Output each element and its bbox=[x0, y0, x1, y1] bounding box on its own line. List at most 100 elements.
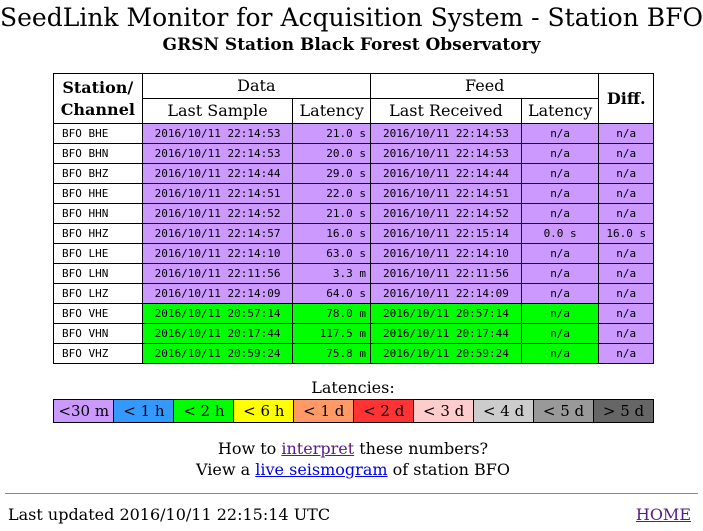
diff-cell: n/a bbox=[598, 323, 654, 344]
feed-latency-cell: n/a bbox=[520, 243, 600, 264]
text: View a bbox=[196, 460, 256, 479]
channel-cell: BFO BHZ bbox=[53, 163, 143, 184]
table-row: BFO HHE 2016/10/11 22:14:51 22.0 s 2016/10/… bbox=[53, 183, 654, 204]
feed-latency-cell: n/a bbox=[520, 323, 600, 344]
diff-cell: n/a bbox=[598, 203, 654, 224]
text: How to bbox=[217, 439, 282, 458]
last-received-cell: 2016/10/11 22:14:53 bbox=[370, 123, 522, 144]
latency-table: Station/Channel Data Feed Diff. Last Sam… bbox=[53, 73, 654, 364]
home-link[interactable]: HOME bbox=[635, 505, 691, 524]
legend-item: < 5 d bbox=[533, 399, 594, 423]
channel-cell: BFO LHZ bbox=[53, 283, 143, 304]
page-title: SeedLink Monitor for Acquisition System … bbox=[0, 3, 703, 32]
diff-cell: n/a bbox=[598, 283, 654, 304]
last-sample-cell: 2016/10/11 20:57:14 bbox=[141, 303, 294, 324]
interpret-line: How to interpret these numbers? bbox=[0, 439, 703, 458]
latency-cell: 3.3 m bbox=[292, 263, 372, 284]
last-sample-cell: 2016/10/11 20:17:44 bbox=[141, 323, 294, 344]
last-sample-header: Last Sample bbox=[141, 98, 294, 124]
diff-cell: n/a bbox=[598, 303, 654, 324]
last-sample-cell: 2016/10/11 20:59:24 bbox=[141, 343, 294, 364]
feed-latency-cell: n/a bbox=[520, 123, 600, 144]
feed-header: Feed bbox=[370, 73, 600, 99]
last-received-cell: 2016/10/11 22:14:52 bbox=[370, 203, 522, 224]
feed-latency-cell: n/a bbox=[520, 163, 600, 184]
channel-cell: BFO BHE bbox=[53, 123, 143, 144]
latency-cell: 75.8 m bbox=[292, 343, 372, 364]
last-received-cell: 2016/10/11 22:14:10 bbox=[370, 243, 522, 264]
last-received-cell: 2016/10/11 22:14:09 bbox=[370, 283, 522, 304]
text: these numbers? bbox=[354, 439, 489, 458]
channel-cell: BFO HHE bbox=[53, 183, 143, 204]
legend-item: < 6 h bbox=[233, 399, 295, 423]
table-row: BFO VHZ 2016/10/11 20:59:24 75.8 m 2016/10/… bbox=[53, 343, 654, 364]
text: of station BFO bbox=[387, 460, 510, 479]
feed-latency-cell: n/a bbox=[520, 203, 600, 224]
last-sample-cell: 2016/10/11 22:14:52 bbox=[141, 203, 294, 224]
table-row: BFO HHZ 2016/10/11 22:14:57 16.0 s 2016/10/… bbox=[53, 223, 654, 244]
last-sample-cell: 2016/10/11 22:14:09 bbox=[141, 283, 294, 304]
latency-cell: 21.0 s bbox=[292, 203, 372, 224]
data-header: Data bbox=[141, 73, 372, 99]
station-channel-header: Station/Channel bbox=[53, 73, 143, 124]
table-row: BFO BHE 2016/10/11 22:14:53 21.0 s 2016/10/… bbox=[53, 123, 654, 144]
page-subtitle: GRSN Station Black Forest Observatory bbox=[162, 35, 541, 55]
channel-cell: BFO BHN bbox=[53, 143, 143, 164]
last-received-cell: 2016/10/11 20:59:24 bbox=[370, 343, 522, 364]
diff-cell: n/a bbox=[598, 143, 654, 164]
seismogram-line: View a live seismogram of station BFO bbox=[0, 460, 703, 479]
feed-latency-cell: n/a bbox=[520, 263, 600, 284]
table-row: BFO BHN 2016/10/11 22:14:53 20.0 s 2016/10/… bbox=[53, 143, 654, 164]
diff-cell: n/a bbox=[598, 243, 654, 264]
channel-cell: BFO HHZ bbox=[53, 223, 143, 244]
feed-latency-cell: 0.0 s bbox=[520, 223, 600, 244]
table-row: BFO VHN 2016/10/11 20:17:44 117.5 m 2016/10… bbox=[53, 323, 654, 344]
latency-cell: 22.0 s bbox=[292, 183, 372, 204]
last-sample-cell: 2016/10/11 22:14:53 bbox=[141, 143, 294, 164]
table-row: BFO LHE 2016/10/11 22:14:10 63.0 s 2016/10/… bbox=[53, 243, 654, 264]
channel-cell: BFO LHN bbox=[53, 263, 143, 284]
last-received-cell: 2016/10/11 20:57:14 bbox=[370, 303, 522, 324]
legend-title: Latencies: bbox=[311, 378, 395, 397]
legend-item: < 4 d bbox=[473, 399, 535, 423]
last-sample-cell: 2016/10/11 22:14:10 bbox=[141, 243, 294, 264]
table-row: BFO LHZ 2016/10/11 22:14:09 64.0 s 2016/10/… bbox=[53, 283, 654, 304]
legend-item: < 1 d bbox=[293, 399, 355, 423]
channel-cell: BFO VHZ bbox=[53, 343, 143, 364]
diff-cell: 16.0 s bbox=[598, 223, 654, 244]
interpret-link[interactable]: interpret bbox=[281, 439, 355, 458]
legend-item: < 2 h bbox=[173, 399, 235, 423]
last-received-cell: 2016/10/11 22:14:44 bbox=[370, 163, 522, 184]
legend-item: > 5 d bbox=[592, 399, 655, 423]
latency-cell: 21.0 s bbox=[292, 123, 372, 144]
channel-cell: BFO VHE bbox=[53, 303, 143, 324]
feed-latency-cell: n/a bbox=[520, 283, 600, 304]
latency-cell: 20.0 s bbox=[292, 143, 372, 164]
diff-cell: n/a bbox=[598, 263, 654, 284]
channel-cell: BFO LHE bbox=[53, 243, 143, 264]
latency-cell: 16.0 s bbox=[292, 223, 372, 244]
latency-header: Latency bbox=[292, 98, 372, 124]
diff-header: Diff. bbox=[598, 73, 654, 124]
station-header-label: Station/ bbox=[62, 77, 134, 97]
last-received-header: Last Received bbox=[370, 98, 522, 124]
last-sample-cell: 2016/10/11 22:14:51 bbox=[141, 183, 294, 204]
last-sample-cell: 2016/10/11 22:14:44 bbox=[141, 163, 294, 184]
legend-item: < 3 d bbox=[413, 399, 475, 423]
last-received-cell: 2016/10/11 22:11:56 bbox=[370, 263, 522, 284]
diff-cell: n/a bbox=[598, 163, 654, 184]
last-received-cell: 2016/10/11 22:14:51 bbox=[370, 183, 522, 204]
feed-latency-cell: n/a bbox=[520, 183, 600, 204]
latency-cell: 117.5 m bbox=[292, 323, 372, 344]
table-row: BFO LHN 2016/10/11 22:11:56 3.3 m 2016/10/1… bbox=[53, 263, 654, 284]
diff-cell: n/a bbox=[598, 123, 654, 144]
feed-latency-header: Latency bbox=[520, 98, 600, 124]
channel-cell: BFO VHN bbox=[53, 323, 143, 344]
latency-cell: 63.0 s bbox=[292, 243, 372, 264]
legend-item: < 1 h bbox=[113, 399, 175, 423]
live-seismogram-link[interactable]: live seismogram bbox=[255, 460, 388, 479]
legend-item: <30 m bbox=[52, 399, 115, 423]
latency-cell: 29.0 s bbox=[292, 163, 372, 184]
latency-cell: 64.0 s bbox=[292, 283, 372, 304]
table-row: BFO BHZ 2016/10/11 22:14:44 29.0 s 2016/10/… bbox=[53, 163, 654, 184]
